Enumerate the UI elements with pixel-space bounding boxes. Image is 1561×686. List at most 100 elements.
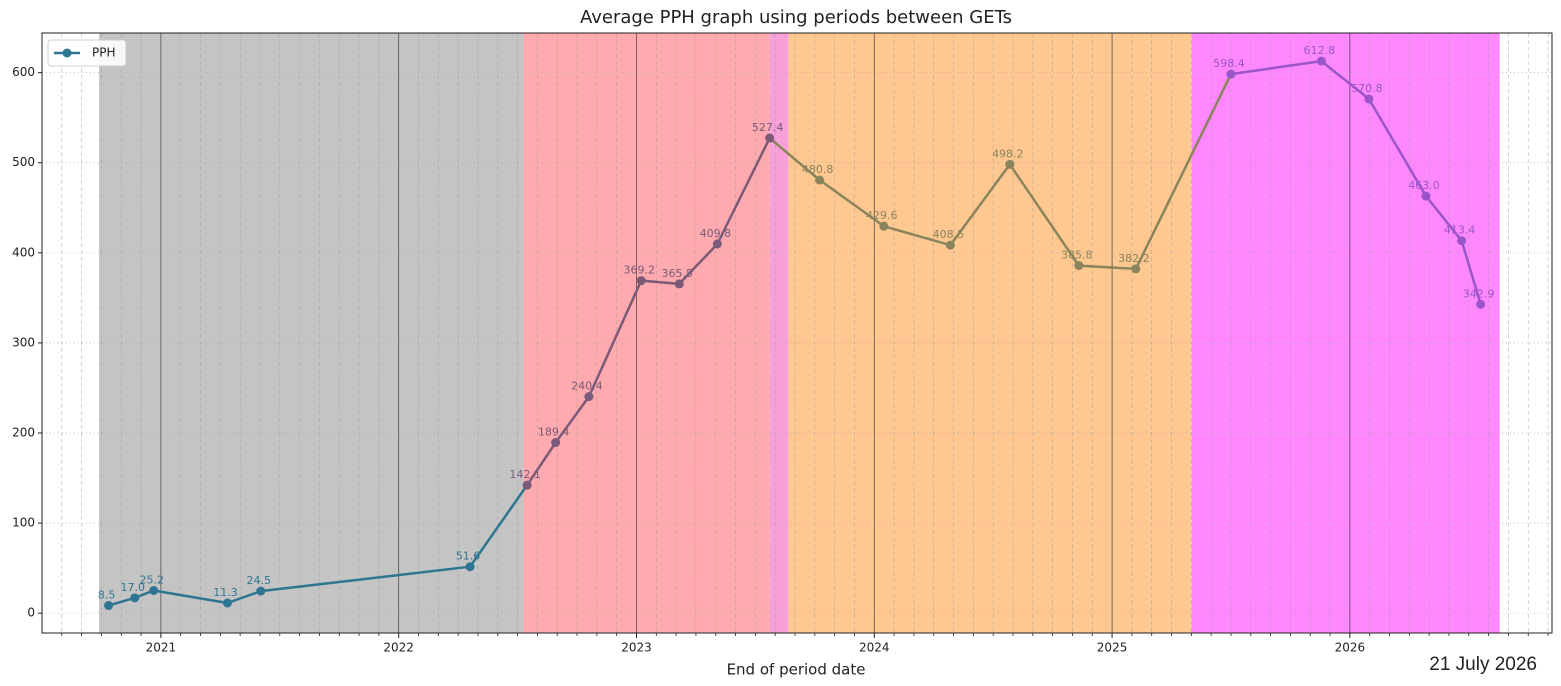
data-label: 429.6 <box>866 209 898 222</box>
line-segment <box>883 224 951 247</box>
data-label: 408.5 <box>933 228 965 241</box>
period-region <box>769 33 789 633</box>
line-segment <box>108 596 136 607</box>
line-segment <box>1424 195 1463 242</box>
data-label: 240.4 <box>571 380 603 393</box>
date-note: 21 July 2026 <box>1429 654 1537 675</box>
y-tick-label: 0 <box>27 606 35 620</box>
y-tick-label: 600 <box>12 65 35 79</box>
y-tick-label: 200 <box>12 426 35 440</box>
line-segment <box>768 137 821 181</box>
period-region <box>1191 33 1500 633</box>
point <box>222 598 232 608</box>
data-label: 24.5 <box>247 574 272 587</box>
legend-label: PPH <box>92 46 116 60</box>
x-tick-label: 2025 <box>1097 641 1128 655</box>
line-segment <box>1008 163 1080 267</box>
line-segment <box>678 243 719 285</box>
legend-box <box>47 39 127 67</box>
line-segment <box>526 441 557 486</box>
line-segment <box>587 280 643 398</box>
x-tick-label: 2021 <box>146 641 177 655</box>
data-label: 409.8 <box>700 227 732 240</box>
data-label: 11.3 <box>213 586 238 599</box>
data-label: 463.0 <box>1408 179 1440 192</box>
line-segment <box>1460 240 1482 305</box>
data-label: 189.4 <box>538 426 570 439</box>
point <box>584 392 594 402</box>
y-tick-label: 400 <box>12 245 35 259</box>
chart-title: Average PPH graph using periods between … <box>580 7 1012 28</box>
point <box>1421 191 1431 201</box>
y-tick-label: 300 <box>12 335 35 349</box>
line-segment <box>554 395 590 444</box>
point <box>1074 261 1084 271</box>
period-region <box>523 33 770 633</box>
point <box>674 279 684 289</box>
point <box>130 593 140 603</box>
point <box>945 240 955 250</box>
x-axis-label: End of period date <box>727 661 866 679</box>
point <box>256 586 266 596</box>
line-segment <box>949 163 1011 246</box>
line-segment <box>227 589 262 605</box>
point <box>1131 264 1141 274</box>
point <box>879 221 889 231</box>
point <box>551 438 561 448</box>
data-label: 17.0 <box>120 581 145 594</box>
point <box>104 601 114 611</box>
line-segment <box>1134 73 1233 270</box>
data-label: 527.4 <box>752 121 784 134</box>
legend-marker <box>62 48 72 58</box>
data-label: 385.8 <box>1061 249 1093 262</box>
x-tick-label: 2023 <box>621 641 652 655</box>
point <box>1226 69 1236 79</box>
data-label: 570.8 <box>1351 82 1383 95</box>
x-tick-label: 2022 <box>383 641 414 655</box>
data-label: 365.5 <box>662 267 694 280</box>
line-segment <box>641 279 680 286</box>
line-segment <box>1078 264 1136 271</box>
point <box>815 175 825 185</box>
line-segment <box>1320 60 1370 100</box>
line-segment <box>260 565 471 593</box>
data-label: 598.4 <box>1213 57 1245 70</box>
x-tick-label: 2026 <box>1335 641 1366 655</box>
line-segment <box>469 484 529 568</box>
y-tick-label: 100 <box>12 516 35 530</box>
data-label: 480.8 <box>802 163 834 176</box>
data-label: 8.5 <box>98 589 116 602</box>
period-region <box>788 33 1192 633</box>
x-tick-label: 2024 <box>859 641 890 655</box>
point <box>149 585 159 595</box>
data-label: 142.1 <box>509 468 541 481</box>
line-segment <box>1230 59 1322 76</box>
point <box>1457 236 1467 246</box>
point <box>1364 94 1374 104</box>
point <box>712 239 722 249</box>
data-label: 498.2 <box>992 147 1024 160</box>
plot-frame <box>41 32 1553 634</box>
data-label: 369.2 <box>623 264 655 277</box>
data-label: 413.4 <box>1444 224 1476 237</box>
line-segment <box>153 589 228 605</box>
point <box>1316 56 1326 66</box>
data-label: 25.2 <box>140 573 165 586</box>
point <box>765 133 775 143</box>
data-label: 612.8 <box>1304 44 1336 57</box>
point <box>1476 299 1486 309</box>
point <box>636 276 646 286</box>
line-segment <box>716 137 771 245</box>
period-region <box>99 33 524 633</box>
point <box>465 562 475 572</box>
point <box>522 480 532 490</box>
data-label: 382.2 <box>1118 252 1150 265</box>
data-label: 51.6 <box>456 550 481 563</box>
point <box>1005 159 1015 169</box>
line-segment <box>818 179 885 228</box>
line-segment <box>1367 98 1428 197</box>
data-label: 342.9 <box>1463 287 1495 300</box>
y-tick-label: 500 <box>12 155 35 169</box>
